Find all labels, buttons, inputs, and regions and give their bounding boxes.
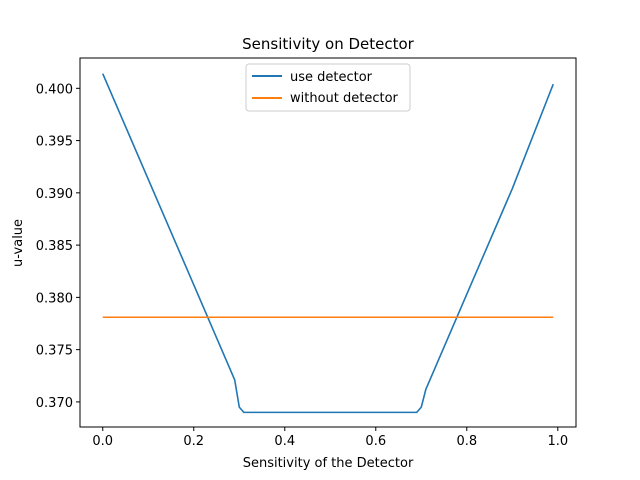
x-tick-label: 0.6 xyxy=(365,434,386,449)
chart-title: Sensitivity on Detector xyxy=(242,35,415,53)
y-tick-label: 0.385 xyxy=(36,239,73,254)
legend-box xyxy=(245,63,411,112)
y-tick-label: 0.380 xyxy=(36,291,73,306)
x-tick-label: 0.8 xyxy=(456,434,477,449)
legend-label-without-detector: without detector xyxy=(290,91,399,106)
y-axis-title: u-value xyxy=(11,219,26,267)
x-axis: 0.0 0.2 0.4 0.6 0.8 1.0 xyxy=(92,427,568,449)
x-tick-label: 1.0 xyxy=(547,434,568,449)
y-tick-label: 0.395 xyxy=(36,135,73,150)
plot-area xyxy=(80,58,576,427)
y-axis: 0.370 0.375 0.380 0.385 0.390 0.395 0.400 xyxy=(36,82,80,411)
x-tick-label: 0.2 xyxy=(183,434,204,449)
legend: use detector without detector xyxy=(245,63,411,112)
series-layer xyxy=(102,73,554,414)
x-tick-label: 0.4 xyxy=(274,434,295,449)
x-axis-title: Sensitivity of the Detector xyxy=(243,456,414,471)
x-tick-label: 0.0 xyxy=(92,434,113,449)
plot-frame xyxy=(79,57,577,428)
y-tick-label: 0.400 xyxy=(36,82,73,97)
y-tick-label: 0.370 xyxy=(36,396,73,411)
y-tick-label: 0.375 xyxy=(36,344,73,359)
y-tick-label: 0.390 xyxy=(36,187,73,202)
legend-label-use-detector: use detector xyxy=(290,70,373,85)
